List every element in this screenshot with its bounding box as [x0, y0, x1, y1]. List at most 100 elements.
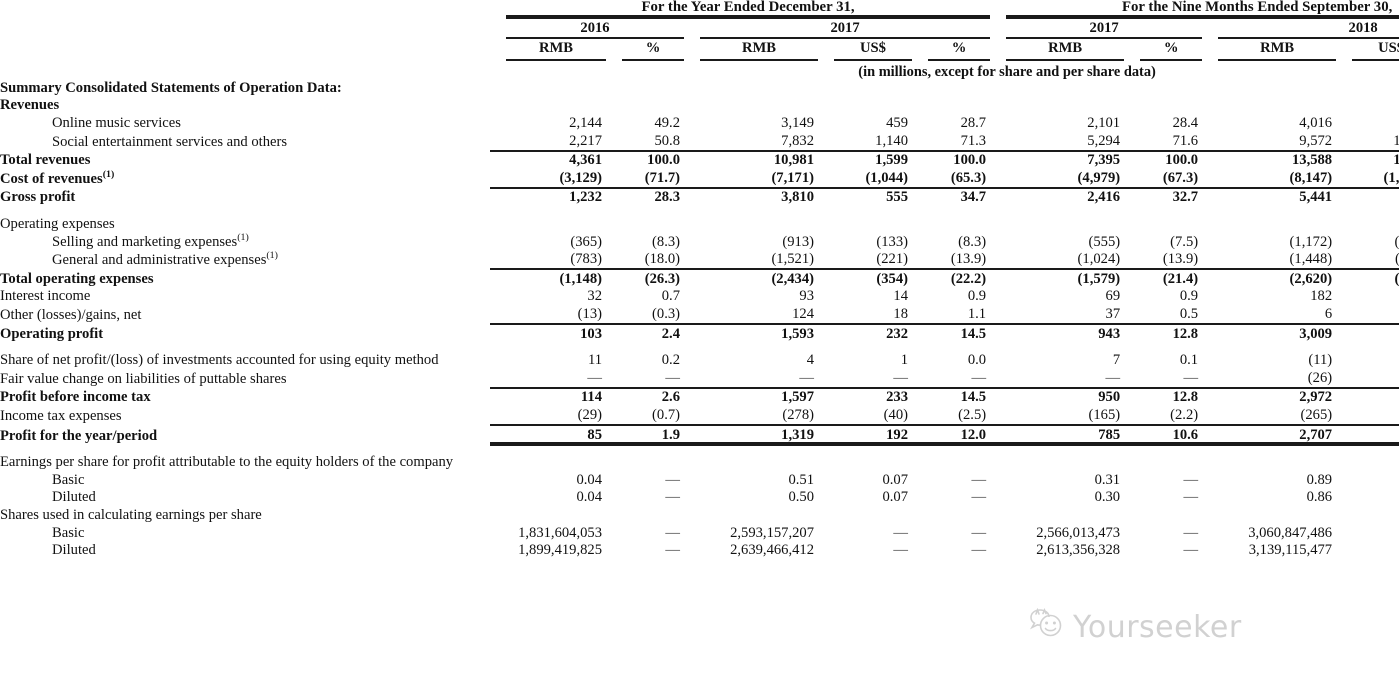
column-gap	[912, 188, 928, 207]
table-cell	[834, 454, 912, 472]
table-cell: 1,394	[1352, 132, 1399, 152]
table-cell: 1.9	[622, 425, 684, 446]
column-gap	[684, 269, 700, 288]
column-gap	[818, 233, 834, 251]
smiley-speech-bubble-icon	[1028, 607, 1066, 647]
table-cell: 233	[886, 389, 908, 406]
column-gap	[684, 250, 700, 271]
table-cell: (22.2)	[950, 270, 987, 287]
column-gap	[1124, 324, 1140, 343]
column-gap	[684, 305, 700, 326]
table-cell: 555	[886, 189, 908, 206]
table-cell: —	[1183, 542, 1199, 559]
row-label: Cost of revenues(1)	[0, 169, 115, 187]
column-gap	[490, 115, 506, 133]
column-gap	[818, 352, 834, 370]
table-row: Total revenues 4,361 100.0 10,981 1,599 100.0…	[0, 151, 1399, 170]
footnote-marker: (1)	[102, 169, 115, 180]
table-cell	[1140, 506, 1202, 524]
table-row: Shares used in calculating earnings per …	[0, 506, 1399, 524]
column-gap	[1124, 406, 1141, 427]
column-gap	[1202, 250, 1219, 271]
group-title-year-ended: For the Year Ended December 31,	[506, 0, 991, 19]
table-row: Basic 1,831,604,053 — 2,593,157,207 — — 2,566,…	[0, 524, 1399, 542]
watermark: Yourseeker	[1028, 607, 1242, 647]
column-gap	[1124, 524, 1140, 542]
column-gap	[606, 216, 622, 234]
column-gap	[990, 216, 1006, 234]
group-title-nine-months: For the Nine Months Ended September 30,	[1006, 0, 1399, 19]
table-cell: 12.8	[1172, 389, 1199, 406]
table-cell: (265)	[1218, 406, 1337, 427]
table-cell: 232	[886, 325, 908, 342]
column-gap	[912, 97, 928, 115]
col-header-rmb-2018: RMB	[1218, 38, 1337, 61]
table-row: Revenues	[0, 97, 1399, 115]
table-cell: 0.13	[1352, 471, 1399, 489]
table-cell: 1,593	[781, 325, 814, 342]
table-cell: (171)	[1394, 233, 1399, 250]
column-gap	[1336, 506, 1352, 524]
column-gap	[818, 406, 834, 427]
table-cell: 10,981	[773, 152, 814, 169]
table-cell: 5,294	[1006, 132, 1125, 152]
table-row: Social entertainment services and others…	[0, 132, 1399, 152]
column-gap	[818, 489, 834, 507]
table-cell: 2,217	[506, 132, 606, 152]
table-cell	[506, 454, 606, 472]
column-gap	[606, 115, 622, 133]
column-gap	[684, 233, 700, 251]
column-gap	[912, 388, 928, 407]
watermark-text: Yourseeker	[1073, 609, 1242, 645]
column-gap	[912, 169, 928, 189]
column-gap	[990, 524, 1006, 542]
row-label: Basic	[52, 524, 85, 541]
table-cell	[1006, 506, 1124, 524]
column-gap	[990, 269, 1006, 288]
table-cell: 28.4	[1172, 115, 1199, 132]
section-title-row: Summary Consolidated Statements of Opera…	[0, 79, 1399, 97]
table-cell: 124	[700, 305, 818, 326]
table-cell: (2.5)	[928, 406, 991, 427]
table-cell: 394	[1352, 425, 1399, 446]
table-cell: 0.5	[1140, 305, 1203, 326]
column-gap	[1336, 489, 1352, 507]
row-label: Income tax expenses	[0, 407, 122, 424]
table-cell: 2,566,013,473	[1036, 524, 1121, 541]
column-gap	[1124, 216, 1140, 234]
column-gap	[1124, 506, 1140, 524]
summary-operations-table: For the Year Ended December 31, For the …	[0, 0, 1399, 560]
table-cell: 0.31	[1094, 471, 1121, 488]
column-gap	[818, 305, 834, 326]
column-gap	[684, 425, 700, 446]
row-label: Interest income	[0, 288, 91, 305]
table-cell: 100.0	[953, 152, 987, 169]
column-gap	[606, 454, 622, 472]
column-gap	[990, 250, 1007, 271]
table-cell	[1218, 216, 1336, 234]
column-gap	[1202, 132, 1219, 152]
table-cell	[834, 506, 912, 524]
column-gap	[684, 454, 700, 472]
column-gap	[684, 369, 700, 389]
column-gap	[1202, 151, 1218, 170]
table-cell: 1,831,604,053	[518, 524, 602, 541]
col-header-rmb-2017b: RMB	[1006, 38, 1125, 61]
table-cell: 2,101	[1087, 115, 1121, 132]
column-gap	[606, 250, 622, 271]
year-2016-header: 2016	[506, 17, 684, 40]
column-gap	[684, 115, 700, 133]
table-cell: —	[893, 524, 908, 541]
column-gap	[684, 132, 700, 152]
column-gap	[1124, 132, 1141, 152]
table-cell: (65.3)	[928, 169, 991, 189]
column-gap	[684, 542, 700, 560]
column-gap	[912, 471, 928, 489]
table-cell: 71.6	[1140, 132, 1203, 152]
column-gap	[1124, 269, 1140, 288]
column-gap	[990, 406, 1007, 427]
column-gap	[818, 471, 834, 489]
column-gap	[490, 324, 506, 343]
column-gap	[490, 250, 506, 271]
